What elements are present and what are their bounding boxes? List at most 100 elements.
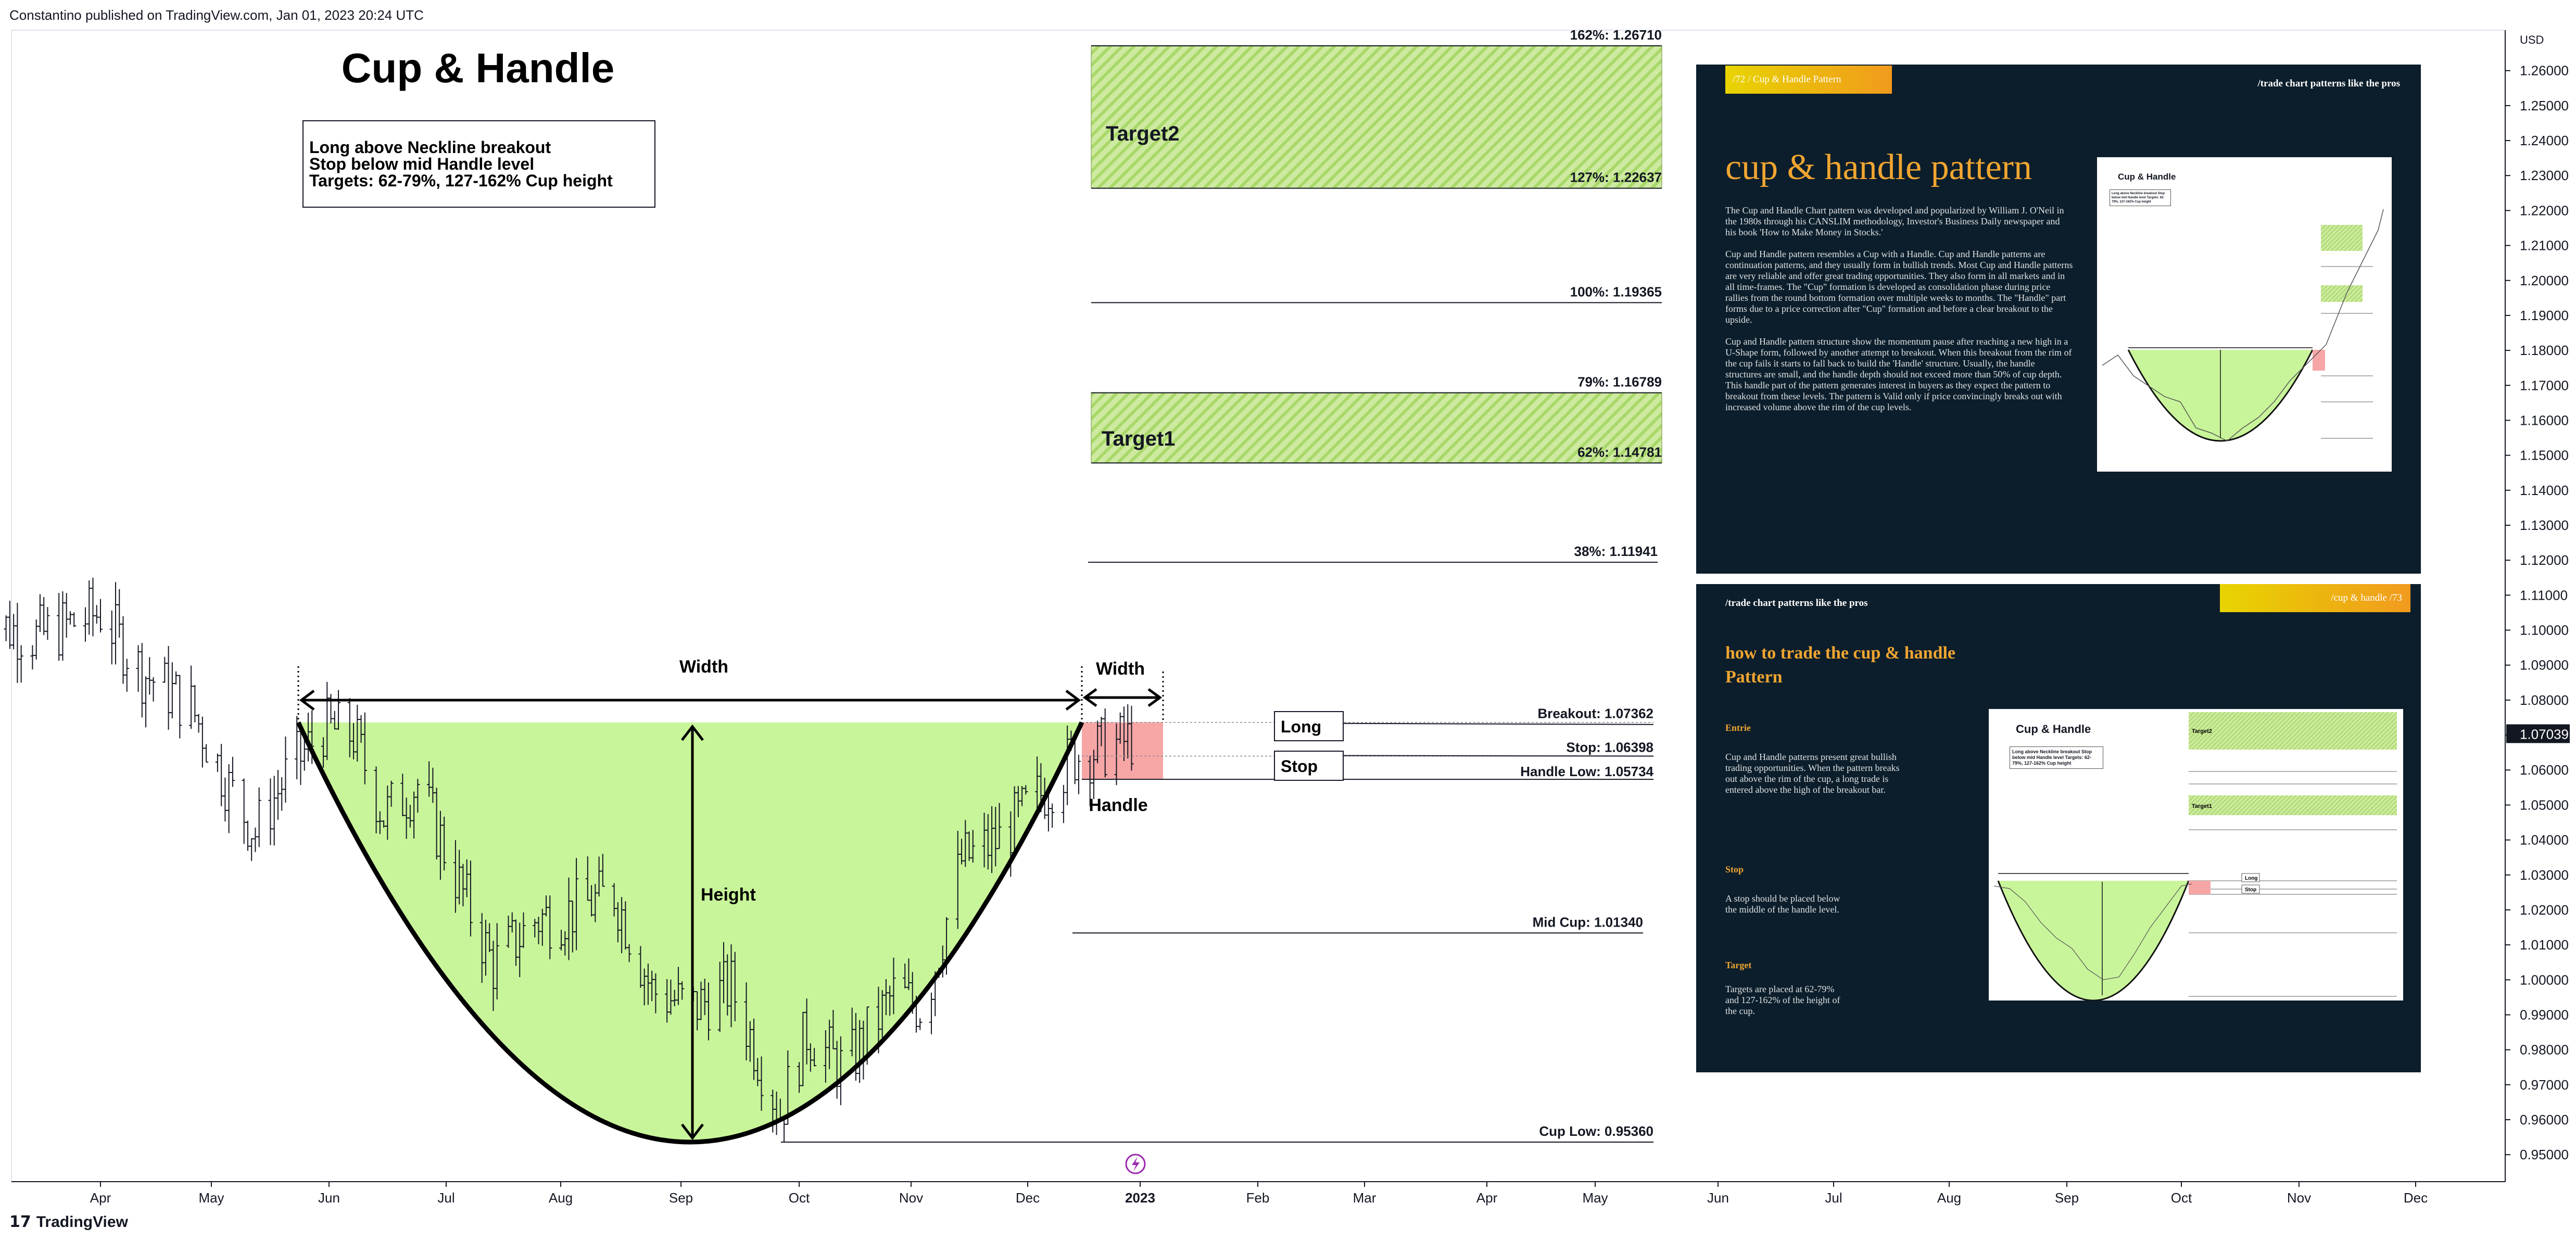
cup-area [298, 722, 1082, 1142]
stop-label: Stop [1281, 757, 1318, 776]
handle-label: Handle [1089, 795, 1147, 815]
x-tick-label: Nov [899, 1190, 923, 1206]
mini-box: Long above Neckline breakout Stop below … [2110, 189, 2171, 206]
height-arrow-bottom-head [681, 1123, 704, 1141]
strategy-box-line: Targets: 62-79%, 127-162% Cup height [309, 171, 613, 190]
handle-arrow-right-head [1147, 688, 1163, 707]
y-tick-label: 1.03000 [2520, 867, 2569, 883]
width-arrow-left-head [299, 690, 315, 711]
section-text-target: Targets are placed at 62-79% and 127-162… [1725, 984, 1840, 1016]
level-label: 62%: 1.14781 [1577, 444, 1662, 460]
x-tick-label: Feb [1246, 1190, 1270, 1206]
height-arrow-top-head [681, 724, 704, 741]
x-tick-label: Jun [1707, 1190, 1729, 1206]
tradingview-logo[interactable]: 17 TradingView [9, 1213, 128, 1231]
level-label: 162%: 1.26710 [1570, 27, 1662, 43]
stop-box[interactable] [1274, 751, 1344, 781]
section-title-stop: Stop [1725, 864, 1744, 875]
panel-tag: /cup & handle /73 [2220, 584, 2410, 612]
level-label: 79%: 1.16789 [1577, 374, 1662, 389]
mini-chart-thumbnail: Cup & Handle Long above Neckline breakou… [2097, 157, 2392, 472]
x-tick-label: Sep [2055, 1190, 2079, 1206]
cup-outline [296, 721, 1084, 1145]
x-tick-label: Nov [2287, 1190, 2311, 1206]
level-label: 127%: 1.22637 [1570, 170, 1662, 185]
x-tick-label: Jul [437, 1190, 454, 1206]
x-tick-label: Aug [549, 1190, 573, 1206]
y-tick-label: 0.98000 [2520, 1042, 2569, 1058]
y-tick-label: 1.20000 [2520, 273, 2569, 288]
level-label: Cup Low: 0.95360 [1539, 1123, 1653, 1139]
y-tick-label: 1.13000 [2520, 517, 2569, 533]
x-tick-label: Dec [2404, 1190, 2428, 1206]
how-to-trade-panel: /trade chart patterns like the pros /cup… [1696, 584, 2421, 1072]
y-tick-label: 1.10000 [2520, 623, 2569, 638]
chart-title: Cup & Handle [342, 45, 614, 91]
level-label: 100%: 1.19365 [1570, 284, 1662, 299]
mini-long-label: Long [2245, 876, 2257, 881]
section-title-target: Target [1725, 960, 1752, 970]
mini-target1-label: Target1 [2192, 803, 2212, 809]
y-tick-label: 1.18000 [2520, 343, 2569, 358]
long-label: Long [1281, 717, 1321, 736]
x-tick-label: Dec [1016, 1190, 1040, 1206]
handle-arrow-left-head [1082, 688, 1097, 707]
x-tick-label: Apr [90, 1190, 111, 1206]
y-tick-label: 1.09000 [2520, 657, 2569, 673]
level-label: Mid Cup: 1.01340 [1533, 914, 1643, 930]
level-label: 38%: 1.11941 [1574, 543, 1658, 559]
y-tick-label: 1.16000 [2520, 412, 2569, 428]
y-tick-label: 1.15000 [2520, 448, 2569, 463]
panel-heading-line: Pattern [1725, 667, 1783, 687]
tradingview-logo-text: TradingView [36, 1213, 128, 1231]
section-text-entry: Cup and Handle patterns present great bu… [1725, 752, 1900, 795]
section-text-stop: A stop should be placed below the middle… [1725, 893, 1840, 915]
x-tick-label: 2023 [1125, 1190, 1155, 1206]
mini-title: Cup & Handle [2118, 172, 2176, 182]
panel-slogan: /trade chart patterns like the pros [2257, 78, 2400, 89]
x-tick-label: Jul [1825, 1190, 1842, 1206]
target1-zone [1091, 392, 1662, 463]
strategy-box [302, 120, 655, 208]
level-label: Stop: 1.06398 [1566, 739, 1653, 755]
x-tick-label: Oct [789, 1190, 810, 1206]
section-title-entry: Entrie [1725, 723, 1751, 733]
level-label: Handle Low: 1.05734 [1520, 764, 1653, 779]
panel-paragraph: Cup and Handle pattern resembles a Cup w… [1725, 249, 2073, 325]
y-tick-label: 0.99000 [2520, 1007, 2569, 1022]
y-tick-label: 1.00000 [2520, 972, 2569, 987]
y-tick-label: 1.25000 [2520, 98, 2569, 113]
stop-connector [1343, 755, 1654, 757]
panel-heading-line: how to trade the cup & handle [1725, 643, 1956, 663]
y-tick-label: 1.23000 [2520, 168, 2569, 183]
last-price-label: 1.07039 [2520, 726, 2569, 742]
tradingview-mark-icon: 17 [9, 1213, 31, 1231]
cup-width-label: Width [679, 657, 728, 677]
strategy-box-line: Long above Neckline breakout [309, 138, 551, 157]
last-price-badge [2506, 724, 2570, 743]
level-label: Breakout: 1.07362 [1537, 706, 1653, 721]
y-tick-label: 1.02000 [2520, 902, 2569, 918]
cup-height-label: Height [701, 885, 756, 905]
publish-header: Constantino published on TradingView.com… [9, 7, 424, 23]
y-tick-label: 1.11000 [2520, 587, 2568, 603]
mini-title: Cup & Handle [2016, 723, 2091, 736]
y-tick-label: 0.97000 [2520, 1077, 2569, 1093]
mini-stop-label: Stop [2245, 887, 2256, 893]
target2-label: Target2 [1106, 122, 1180, 145]
panel-paragraph: Cup and Handle pattern structure show th… [1725, 336, 2072, 412]
x-tick-label: Aug [1937, 1190, 1961, 1206]
long-box[interactable] [1274, 711, 1344, 741]
y-tick-label: 1.24000 [2520, 133, 2569, 148]
mini-chart-thumbnail: Cup & Handle Long above Neckline breakou… [1989, 709, 2403, 1001]
y-tick-label: 1.06000 [2520, 762, 2569, 778]
lightning-icon [1132, 1157, 1140, 1171]
long-connector [1343, 723, 1654, 725]
y-tick-label: 1.19000 [2520, 308, 2569, 323]
pattern-info-panel: /72 / Cup & Handle Pattern /trade chart … [1696, 65, 2421, 574]
x-tick-label: Mar [1353, 1190, 1377, 1206]
x-tick-label: Jun [318, 1190, 340, 1206]
y-tick-label: 0.95000 [2520, 1147, 2569, 1162]
strategy-box-line: Stop below mid Handle level [309, 155, 534, 173]
